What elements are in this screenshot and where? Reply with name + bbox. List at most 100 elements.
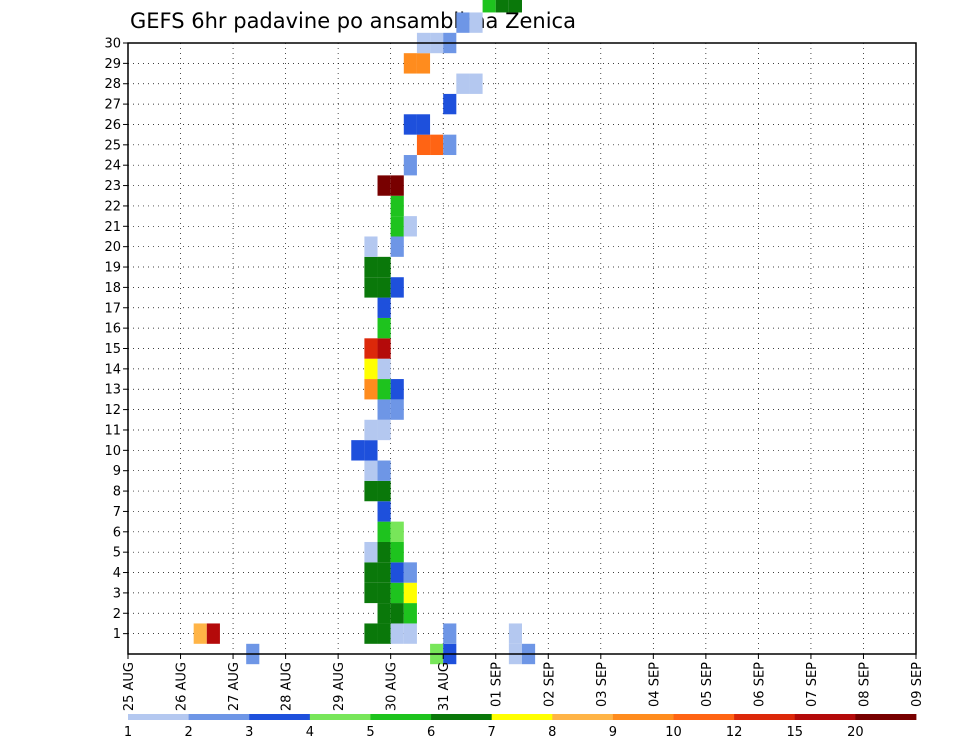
- data-cell: [193, 623, 207, 644]
- color-legend: 1 2 3 4 5 6 7 8 9 10 12 15 20: [124, 714, 917, 740]
- data-cell: [403, 114, 417, 135]
- data-cell: [364, 623, 378, 644]
- data-cell: [377, 480, 391, 502]
- x-tick-label: 31 AUG: [437, 662, 452, 711]
- legend-swatch: [309, 714, 371, 720]
- data-cell: [377, 338, 391, 359]
- data-cell: [508, 0, 522, 13]
- data-cell: [456, 73, 470, 94]
- y-tick-label: 29: [104, 57, 121, 72]
- data-cell: [364, 440, 378, 461]
- y-tick-label: 27: [104, 98, 121, 113]
- y-tick-label: 16: [104, 322, 121, 337]
- data-cell: [430, 134, 444, 156]
- y-tick-label: 11: [104, 423, 121, 438]
- legend-swatch: [612, 714, 674, 720]
- data-cell: [403, 582, 417, 604]
- data-cell: [364, 338, 378, 359]
- legend-label: 9: [609, 725, 617, 740]
- data-cell: [390, 603, 404, 624]
- y-tick-label: 12: [104, 403, 121, 418]
- data-cell: [390, 399, 404, 420]
- data-cell: [390, 521, 404, 542]
- data-cell: [377, 603, 391, 624]
- data-cell: [456, 12, 470, 33]
- x-tick-label: 08 SEP: [857, 662, 872, 707]
- data-cell: [482, 0, 496, 13]
- data-cell: [403, 623, 417, 644]
- data-cell: [390, 216, 404, 237]
- y-tick-label: 25: [104, 138, 121, 153]
- data-cell: [443, 93, 457, 115]
- legend-label: 10: [665, 725, 682, 740]
- x-tick-label: 28 AUG: [280, 662, 295, 711]
- data-cell: [508, 623, 522, 644]
- legend-swatch: [188, 714, 250, 720]
- data-cell: [390, 582, 404, 604]
- data-cell: [377, 623, 391, 644]
- x-axis: 25 AUG 26 AUG 27 AUG 28 AUG 29 AUG 30 AUG 31 A…: [122, 654, 925, 711]
- y-tick-label: 17: [104, 301, 121, 316]
- y-tick-label: 26: [104, 118, 121, 133]
- x-tick-label: 06 SEP: [752, 662, 767, 707]
- x-tick-label: 04 SEP: [647, 662, 662, 707]
- legend-label: 8: [548, 725, 556, 740]
- legend-label: 7: [488, 725, 496, 740]
- x-tick-label: 05 SEP: [700, 662, 715, 707]
- legend-swatch: [491, 714, 553, 720]
- data-cell: [364, 379, 378, 400]
- legend-swatch: [552, 714, 614, 720]
- y-tick-label: 23: [104, 179, 121, 194]
- data-cell: [364, 358, 378, 380]
- x-tick-label: 03 SEP: [595, 662, 610, 707]
- data-cell: [377, 582, 391, 604]
- legend-label: 20: [847, 725, 864, 740]
- data-cell: [390, 541, 404, 563]
- y-tick-label: 4: [113, 566, 121, 581]
- data-cell: [390, 175, 404, 196]
- y-tick-label: 6: [113, 525, 121, 540]
- plot-frame: [127, 42, 917, 655]
- legend-swatch: [431, 714, 493, 720]
- data-cell: [390, 195, 404, 217]
- data-cell: [416, 53, 431, 74]
- data-cell: [377, 541, 391, 563]
- data-cell: [364, 236, 378, 257]
- y-tick-label: 22: [104, 199, 121, 214]
- data-cell: [495, 0, 509, 13]
- data-cells: [193, 0, 536, 665]
- data-cell: [377, 501, 391, 522]
- data-cell: [364, 582, 378, 604]
- legend-label: 3: [245, 725, 253, 740]
- data-cell: [390, 379, 404, 400]
- chart-title: GEFS 6hr padavine po ansamblima Zenica: [130, 9, 576, 33]
- data-cell: [377, 297, 391, 318]
- data-cell: [377, 175, 391, 196]
- legend-swatch: [370, 714, 432, 720]
- data-cell: [377, 562, 391, 583]
- data-cell: [403, 562, 417, 583]
- legend-swatch: [128, 714, 190, 720]
- data-cell: [364, 562, 378, 583]
- y-tick-label: 28: [104, 77, 121, 92]
- data-cell: [416, 134, 431, 156]
- x-tick-label: 09 SEP: [910, 662, 925, 707]
- legend-swatch: [249, 714, 311, 720]
- x-tick-label: 25 AUG: [122, 662, 137, 711]
- y-tick-label: 7: [113, 505, 121, 520]
- data-cell: [377, 358, 391, 380]
- legend-swatch: [794, 714, 856, 720]
- data-cell: [377, 256, 391, 278]
- y-tick-label: 9: [113, 464, 121, 479]
- data-cell: [443, 623, 457, 644]
- y-tick-label: 1: [113, 627, 121, 642]
- x-tick-label: 07 SEP: [805, 662, 820, 707]
- legend-swatch: [855, 714, 917, 720]
- legend-label: 2: [184, 725, 192, 740]
- data-cell: [364, 419, 378, 441]
- data-cell: [377, 277, 391, 298]
- data-cell: [416, 114, 431, 135]
- legend-label: 15: [786, 725, 803, 740]
- y-tick-label: 18: [104, 281, 121, 296]
